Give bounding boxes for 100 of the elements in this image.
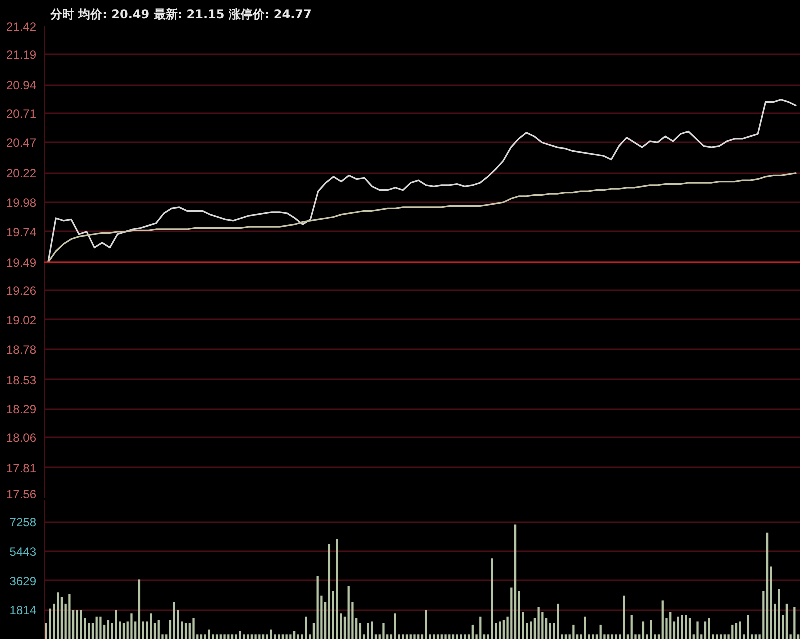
y-tick-label: 19.02 <box>6 313 37 328</box>
bar <box>549 623 552 639</box>
bar <box>642 622 645 639</box>
bar <box>158 620 160 639</box>
bar <box>100 616 102 639</box>
bar <box>518 591 520 639</box>
bar <box>615 634 618 639</box>
bar <box>173 602 176 639</box>
y-tick-label: 21.42 <box>6 20 37 34</box>
bar <box>452 634 455 639</box>
bar <box>57 592 60 639</box>
bar <box>228 634 230 639</box>
bar <box>491 558 494 639</box>
bar <box>254 634 257 639</box>
bar <box>216 634 218 639</box>
bar <box>394 614 396 639</box>
bar <box>421 634 424 639</box>
bar <box>662 600 664 639</box>
bar <box>312 623 316 639</box>
y-tick-label: 19.26 <box>6 284 37 298</box>
bar <box>410 634 412 639</box>
bar <box>220 634 222 639</box>
bar <box>348 586 350 639</box>
bar <box>436 634 440 639</box>
bar <box>708 618 710 639</box>
bar <box>282 634 284 639</box>
bar <box>290 634 292 639</box>
bar <box>623 596 626 639</box>
bar <box>747 615 750 639</box>
bar <box>278 634 280 639</box>
bar <box>670 612 672 639</box>
y-tick-label: 19.98 <box>6 196 37 210</box>
y-tick-label: 20.94 <box>6 78 37 93</box>
bar <box>584 616 586 639</box>
bar <box>483 634 486 639</box>
bar <box>150 614 152 639</box>
bar <box>96 616 98 639</box>
bar <box>262 634 265 639</box>
bar <box>596 634 598 639</box>
bar <box>433 634 436 639</box>
bar <box>115 610 118 639</box>
y-tick-label: 20.22 <box>6 166 37 181</box>
bar <box>76 610 79 639</box>
bar <box>142 622 144 639</box>
bar <box>626 634 630 639</box>
bar <box>688 618 692 639</box>
bar <box>382 623 385 639</box>
bar <box>243 634 246 639</box>
bar <box>316 576 319 639</box>
bar <box>650 620 652 639</box>
bar <box>557 604 560 639</box>
bar <box>762 591 765 639</box>
y-tick-label: 20.71 <box>6 106 37 121</box>
bar <box>724 634 726 639</box>
bar <box>239 631 242 639</box>
y-tick-label: 18.53 <box>6 373 37 388</box>
bar <box>448 634 451 639</box>
y-tick-label: 18.78 <box>6 342 37 357</box>
bar <box>456 634 458 639</box>
bar <box>270 630 272 639</box>
bar <box>673 622 676 639</box>
bar <box>92 623 94 639</box>
bar <box>359 623 362 639</box>
bar <box>468 634 470 639</box>
bar <box>677 616 680 639</box>
bar <box>750 634 754 639</box>
bar <box>778 589 780 639</box>
bar <box>770 566 772 639</box>
line-series <box>48 99 798 264</box>
bar <box>735 623 738 639</box>
bar <box>766 532 769 639</box>
bar <box>305 616 308 639</box>
bar <box>608 634 610 639</box>
line-series <box>48 172 798 264</box>
bar <box>572 624 575 639</box>
y-tick-label: 5443 <box>10 545 37 560</box>
bar <box>328 544 331 639</box>
bar <box>782 615 784 639</box>
bar <box>498 622 502 639</box>
bar <box>681 615 684 639</box>
bar <box>258 634 261 639</box>
y-tick-label: 3629 <box>10 574 37 588</box>
y-tick-label: 19.49 <box>6 256 37 270</box>
bar <box>80 610 82 639</box>
bar <box>580 634 583 639</box>
bar <box>169 620 172 639</box>
bar <box>107 620 110 639</box>
bar <box>371 622 374 639</box>
y-tick-label: 18.29 <box>6 402 37 417</box>
chart-title: 分时 均价: 20.49 最新: 21.15 涨停价: 24.77 <box>50 8 312 22</box>
bar <box>250 634 253 639</box>
bar <box>336 539 338 639</box>
bar <box>480 616 482 639</box>
y-tick-label: 19.74 <box>6 225 37 240</box>
bar <box>630 615 633 639</box>
bar <box>464 634 466 639</box>
bar <box>472 624 474 639</box>
bar <box>564 634 568 639</box>
bar <box>418 634 420 639</box>
bar <box>122 623 126 639</box>
